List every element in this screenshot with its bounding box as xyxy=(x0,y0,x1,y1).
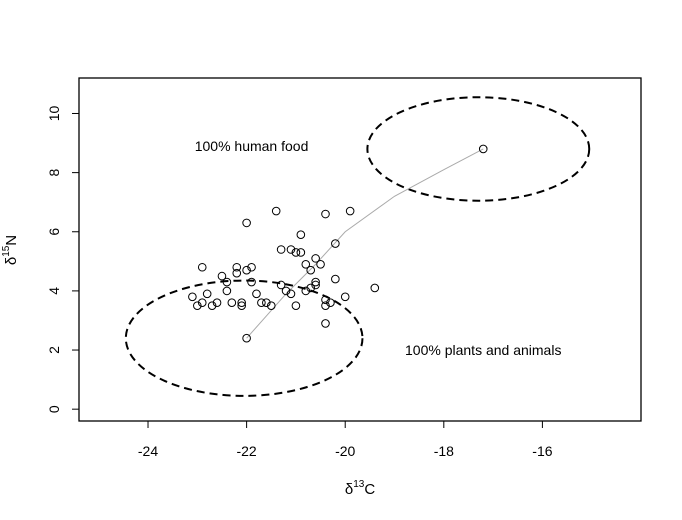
ellipse-plants-animals-source xyxy=(124,279,364,397)
data-point xyxy=(222,277,232,287)
source-ellipses xyxy=(124,96,591,397)
data-point xyxy=(271,206,281,216)
data-point xyxy=(478,144,488,154)
data-point xyxy=(286,289,296,299)
y-axis-label: δ15N xyxy=(1,235,20,265)
x-axis-label: δ13C xyxy=(345,479,375,498)
y-tick-label: 0 xyxy=(46,405,62,413)
data-point xyxy=(316,259,325,269)
data-point xyxy=(370,283,380,293)
data-point xyxy=(227,298,237,308)
annotation-plants: 100% plants and animals xyxy=(405,342,561,358)
data-point xyxy=(202,289,212,299)
x-tick-label: -24 xyxy=(138,443,158,459)
y-tick-label: 10 xyxy=(46,105,62,121)
data-point xyxy=(326,298,335,308)
data-point xyxy=(286,245,296,254)
data-point xyxy=(247,262,256,272)
mixing-line xyxy=(246,148,484,339)
data-point xyxy=(321,209,330,219)
annotations: 100% human food 100% plants and animals xyxy=(195,138,562,358)
data-point xyxy=(291,301,301,310)
data-point xyxy=(340,292,350,302)
data-point xyxy=(193,301,202,310)
data-point xyxy=(311,277,320,287)
data-point xyxy=(252,289,261,299)
x-tick-label: -16 xyxy=(532,443,552,459)
data-point xyxy=(281,286,291,296)
data-point xyxy=(321,301,330,310)
data-point xyxy=(321,319,330,328)
data-point xyxy=(331,239,340,248)
data-point xyxy=(276,280,286,290)
data-point xyxy=(247,277,256,287)
data-point xyxy=(217,271,227,281)
data-point xyxy=(262,298,271,308)
data-point xyxy=(301,286,311,296)
plot-frame xyxy=(78,77,642,422)
data-point xyxy=(232,262,242,272)
data-point xyxy=(306,265,316,275)
data-points xyxy=(188,144,488,343)
data-point xyxy=(331,274,340,284)
data-point xyxy=(311,280,320,290)
data-point xyxy=(237,298,246,308)
data-point xyxy=(301,259,311,269)
data-point xyxy=(242,218,251,228)
data-point xyxy=(311,254,320,263)
x-tick-label: -18 xyxy=(434,443,454,459)
data-point xyxy=(276,245,286,254)
x-axis: -24 -22 -20 -18 -16 xyxy=(138,420,553,459)
data-point xyxy=(321,295,330,305)
data-point xyxy=(242,265,251,275)
data-point xyxy=(197,262,207,272)
data-point xyxy=(296,230,306,240)
y-tick-label: 4 xyxy=(46,287,62,295)
data-point xyxy=(207,301,217,310)
ellipse-human-food-source xyxy=(366,96,591,202)
y-tick-label: 2 xyxy=(46,346,62,354)
x-tick-label: -20 xyxy=(335,443,355,459)
data-point xyxy=(291,248,301,257)
data-point xyxy=(266,301,276,310)
data-point xyxy=(222,286,232,296)
data-point xyxy=(232,268,242,278)
data-point xyxy=(237,301,246,310)
y-tick-label: 6 xyxy=(46,228,62,236)
data-point xyxy=(257,298,266,308)
x-tick-label: -22 xyxy=(236,443,256,459)
data-point xyxy=(212,298,222,308)
data-point xyxy=(197,298,207,308)
y-axis: 0 2 4 6 8 10 xyxy=(46,105,80,413)
data-point xyxy=(188,292,197,302)
annotation-human: 100% human food xyxy=(195,138,309,154)
data-point xyxy=(306,283,316,293)
data-point xyxy=(296,248,306,257)
data-point xyxy=(242,333,251,343)
y-tick-label: 8 xyxy=(46,169,62,177)
data-point xyxy=(345,206,355,216)
